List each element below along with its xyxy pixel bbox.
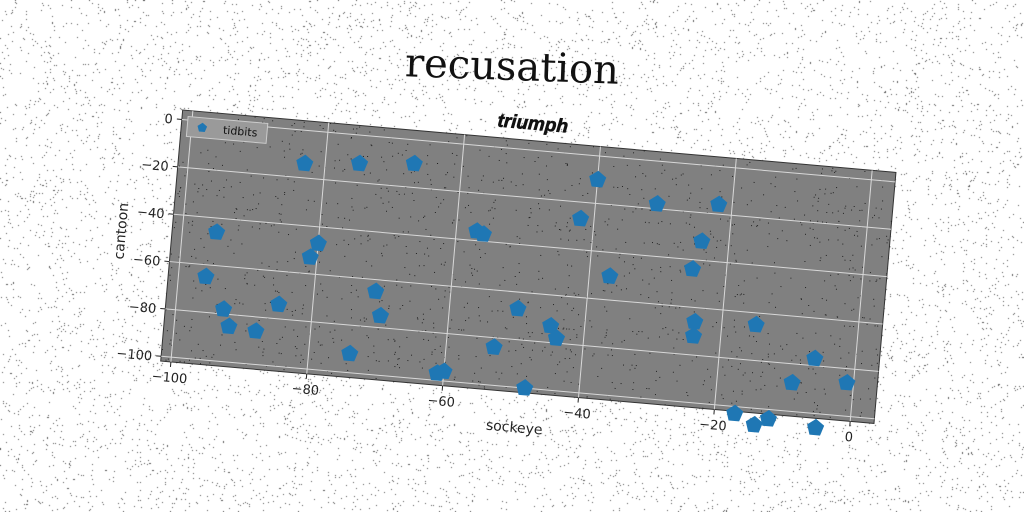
x-tick-label: −100: [151, 369, 188, 387]
data-point: [405, 154, 423, 172]
x-tick-label: −20: [699, 417, 728, 434]
y-grid-line: [173, 213, 887, 278]
data-point: [509, 299, 527, 317]
data-point: [485, 338, 503, 355]
data-point: [838, 373, 856, 391]
data-point: [309, 234, 327, 252]
legend: tidbits: [185, 115, 269, 144]
y-grid-line: [165, 308, 879, 372]
x-grid-line: [713, 158, 737, 410]
data-point: [589, 170, 607, 188]
data-point: [270, 295, 288, 313]
y-axis-ticks: 0 −20 −40 −60 −80 −100: [116, 112, 182, 364]
data-point: [197, 267, 215, 285]
data-point: [215, 300, 233, 317]
data-point: [685, 327, 703, 344]
y-grid-line: [181, 118, 896, 183]
y-tick-label: −80: [128, 300, 157, 317]
data-point: [648, 195, 666, 212]
legend-label: tidbits: [222, 124, 258, 140]
plot-group: triumph −100−80−60−40−200 0−20−40−60−80−…: [111, 109, 897, 446]
data-point: [783, 373, 801, 391]
data-point: [247, 322, 265, 339]
x-tick-label: −80: [291, 382, 320, 399]
y-axis-label: cantoon: [111, 202, 132, 260]
data-point: [220, 317, 238, 335]
data-point: [208, 223, 226, 240]
data-point: [428, 364, 446, 381]
grid-lines: [161, 110, 896, 422]
y-grid-line: [169, 261, 883, 325]
y-tick-label: −20: [141, 158, 170, 175]
data-point: [686, 312, 704, 330]
data-point: [296, 154, 314, 172]
data-point: [474, 225, 492, 242]
data-point: [806, 349, 824, 367]
data-point: [301, 248, 319, 265]
data-points: [197, 154, 856, 436]
data-point: [371, 306, 390, 324]
data-point: [759, 410, 778, 427]
data-point: [572, 209, 590, 227]
y-tick-label: −100: [116, 346, 153, 364]
data-point: [684, 260, 702, 277]
legend-box: [185, 115, 269, 144]
data-point: [747, 315, 765, 333]
data-point: [516, 379, 534, 396]
x-grid-line: [442, 134, 466, 386]
data-point: [351, 154, 369, 172]
data-point: [367, 282, 385, 300]
x-axis-ticks: −100 −80 −60 −40 −20 0: [151, 361, 854, 446]
data-point: [547, 329, 566, 347]
y-tick-label: −60: [132, 252, 161, 269]
data-point: [726, 404, 744, 422]
plot-area: [160, 109, 897, 424]
x-grid-line: [577, 146, 601, 398]
x-tick-label: −40: [563, 405, 592, 422]
x-tick-label: 0: [844, 430, 854, 446]
data-point: [807, 418, 825, 436]
data-point: [710, 195, 728, 213]
y-tick-label: 0: [164, 112, 174, 128]
chart-title: triumph: [497, 111, 569, 138]
x-grid-line: [170, 110, 194, 362]
legend-marker: [197, 122, 208, 132]
data-point: [542, 317, 560, 334]
data-point: [601, 267, 619, 284]
data-point: [745, 415, 763, 433]
legend-marker-shape: [197, 122, 208, 132]
x-axis-label: sockeye: [485, 418, 543, 439]
y-tick-label: −40: [136, 205, 165, 222]
y-grid-line: [177, 166, 892, 230]
data-point: [341, 344, 359, 362]
data-point: [693, 232, 711, 250]
x-tick-label: −60: [427, 393, 456, 410]
